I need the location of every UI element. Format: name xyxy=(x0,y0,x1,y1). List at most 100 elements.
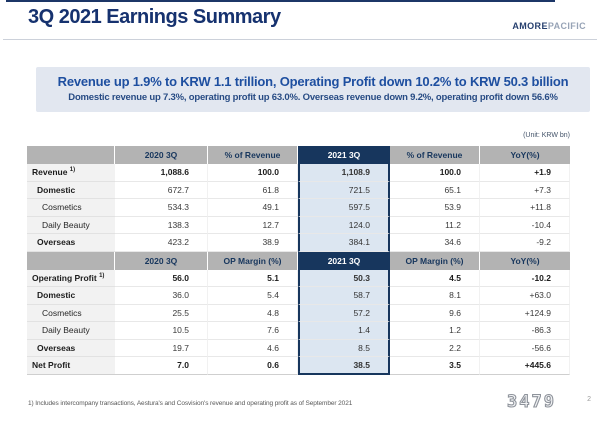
page-title: 3Q 2021 Earnings Summary xyxy=(28,6,281,28)
value-cell-highlight: 384.1 xyxy=(298,234,390,252)
column-header: YoY(%) xyxy=(480,146,570,164)
value-cell: 1.2 xyxy=(390,322,480,340)
value-cell: +11.8 xyxy=(480,199,570,217)
unit-note: (Unit: KRW bn) xyxy=(523,132,570,139)
table-row: Net Profit 7.0 0.6 38.5 3.5 +445.6 xyxy=(27,357,570,375)
row-label: Operating Profit 1) xyxy=(27,269,115,287)
row-label: Overseas xyxy=(27,234,115,252)
value-cell: 423.2 xyxy=(115,234,208,252)
column-header: YoY(%) xyxy=(480,251,570,270)
value-cell: 25.5 xyxy=(115,304,208,322)
value-cell: -56.6 xyxy=(480,339,570,357)
value-cell: 7.0 xyxy=(115,357,208,375)
column-header: % of Revenue xyxy=(390,146,480,164)
banner-subline: Domestic revenue up 7.3%, operating prof… xyxy=(68,92,558,103)
row-label: Overseas xyxy=(27,339,115,357)
value-cell: -10.4 xyxy=(480,216,570,234)
table-row: Domestic 672.7 61.8 721.5 65.1 +7.3 xyxy=(27,181,570,199)
value-cell: 7.6 xyxy=(208,322,298,340)
value-cell: 3.5 xyxy=(390,357,480,375)
value-cell: 56.0 xyxy=(115,269,208,287)
page-number: 2 xyxy=(587,396,591,403)
value-cell: 138.3 xyxy=(115,216,208,234)
value-cell: 4.8 xyxy=(208,304,298,322)
row-label: Daily Beauty xyxy=(27,216,115,234)
value-cell: 4.5 xyxy=(390,269,480,287)
amorepacific-logo: AMOREPACIFIC xyxy=(512,21,586,31)
value-cell: 672.7 xyxy=(115,181,208,199)
value-cell: +63.0 xyxy=(480,287,570,305)
value-cell: 11.2 xyxy=(390,216,480,234)
value-cell: 100.0 xyxy=(208,164,298,182)
table-row: Overseas 19.7 4.6 8.5 2.2 -56.6 xyxy=(27,339,570,357)
table-row: Overseas 423.2 38.9 384.1 34.6 -9.2 xyxy=(27,234,570,252)
value-cell: -86.3 xyxy=(480,322,570,340)
table-row: Daily Beauty 138.3 12.7 124.0 11.2 -10.4 xyxy=(27,216,570,234)
banner-headline: Revenue up 1.9% to KRW 1.1 trillion, Ope… xyxy=(57,74,569,89)
value-cell: -10.2 xyxy=(480,269,570,287)
value-cell: 1,088.6 xyxy=(115,164,208,182)
value-cell-highlight: 597.5 xyxy=(298,199,390,217)
column-header: 2020 3Q xyxy=(115,251,208,270)
value-cell: 38.9 xyxy=(208,234,298,252)
value-cell: 4.6 xyxy=(208,339,298,357)
table-header-row: 2020 3Q% of Revenue 2021 3Q% of Revenue Yo… xyxy=(27,146,570,164)
value-cell: +7.3 xyxy=(480,181,570,199)
table-row: Revenue 1) 1,088.6 100.0 1,108.9 100.0 +1.9 xyxy=(27,164,570,182)
value-cell-highlight: 57.2 xyxy=(298,304,390,322)
value-cell: 61.8 xyxy=(208,181,298,199)
value-cell: 2.2 xyxy=(390,339,480,357)
summary-banner: Revenue up 1.9% to KRW 1.1 trillion, Ope… xyxy=(36,67,590,112)
value-cell: 53.9 xyxy=(390,199,480,217)
column-header: OP Margin (%) xyxy=(390,251,480,270)
watermark: 3479 xyxy=(506,391,556,412)
value-cell-highlight: 58.7 xyxy=(298,287,390,305)
logo-amore-text: AMORE xyxy=(512,21,548,31)
financial-table: 2020 3Q% of Revenue 2021 3Q% of Revenue Yo… xyxy=(27,146,570,375)
row-label: Domestic xyxy=(27,287,115,305)
table-row: Cosmetics 25.5 4.8 57.2 9.6 +124.9 xyxy=(27,304,570,322)
column-header-highlight: 2021 3Q xyxy=(298,251,390,270)
value-cell-highlight: 50.3 xyxy=(298,269,390,287)
column-header: OP Margin (%) xyxy=(208,251,298,270)
value-cell: 49.1 xyxy=(208,199,298,217)
row-label: Net Profit xyxy=(27,357,115,375)
value-cell: +445.6 xyxy=(480,357,570,375)
value-cell: 12.7 xyxy=(208,216,298,234)
column-header: 2020 3Q xyxy=(115,146,208,164)
value-cell: 5.1 xyxy=(208,269,298,287)
value-cell: 65.1 xyxy=(390,181,480,199)
value-cell-highlight: 124.0 xyxy=(298,216,390,234)
table-row: Cosmetics 534.3 49.1 597.5 53.9 +11.8 xyxy=(27,199,570,217)
value-cell: 9.6 xyxy=(390,304,480,322)
table-row: Daily Beauty 10.5 7.6 1.4 1.2 -86.3 xyxy=(27,322,570,340)
row-label: Revenue 1) xyxy=(27,164,115,182)
value-cell: 100.0 xyxy=(390,164,480,182)
row-label: Cosmetics xyxy=(27,304,115,322)
column-header xyxy=(27,251,115,270)
header-divider xyxy=(3,39,597,40)
row-label: Daily Beauty xyxy=(27,322,115,340)
table-header-row: 2020 3Q OP Margin (%) 2021 3Q OP Margin (%)… xyxy=(27,251,570,270)
top-edge-strip xyxy=(6,0,555,2)
footnote: 1) Includes intercompany transactions, A… xyxy=(28,400,353,407)
value-cell: 19.7 xyxy=(115,339,208,357)
value-cell-highlight: 1,108.9 xyxy=(298,164,390,182)
value-cell: +124.9 xyxy=(480,304,570,322)
value-cell: 0.6 xyxy=(208,357,298,375)
logo-pacific-text: PACIFIC xyxy=(547,21,586,31)
row-label: Domestic xyxy=(27,181,115,199)
value-cell: 10.5 xyxy=(115,322,208,340)
value-cell: 8.1 xyxy=(390,287,480,305)
value-cell: 534.3 xyxy=(115,199,208,217)
value-cell-highlight: 1.4 xyxy=(298,322,390,340)
column-header-highlight: 2021 3Q xyxy=(298,146,390,164)
value-cell-highlight: 8.5 xyxy=(298,339,390,357)
value-cell: -9.2 xyxy=(480,234,570,252)
value-cell: 34.6 xyxy=(390,234,480,252)
table-row: Domestic 36.0 5.4 58.7 8.1 +63.0 xyxy=(27,287,570,305)
value-cell-highlight: 38.5 xyxy=(298,357,390,375)
value-cell-highlight: 721.5 xyxy=(298,181,390,199)
value-cell: 36.0 xyxy=(115,287,208,305)
footnote-marker: 1) xyxy=(99,272,105,279)
